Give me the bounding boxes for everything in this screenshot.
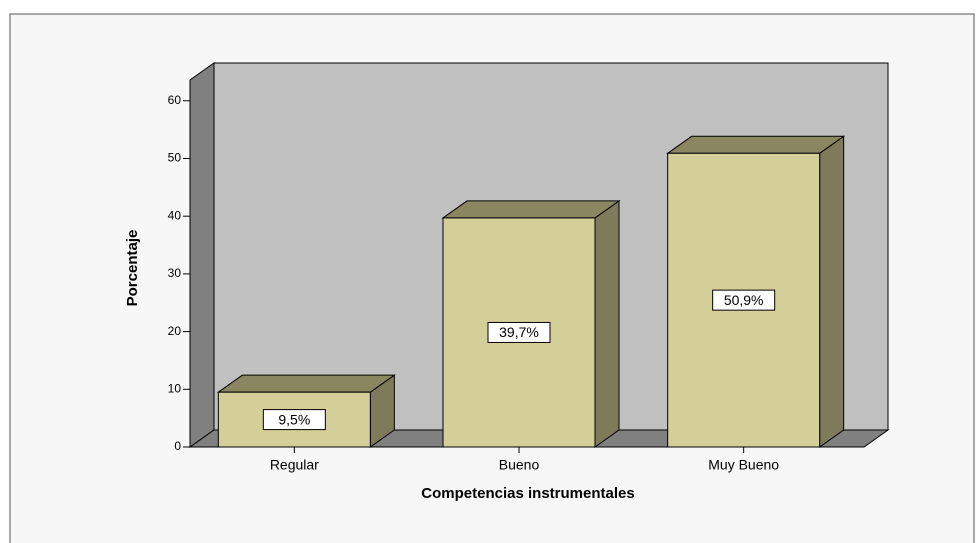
y-tick-label: 50 [168,151,182,165]
y-tick-label: 10 [168,381,182,395]
y-axis-title: Porcentaje [124,230,141,307]
x-axis-title: Competencias instrumentales [421,485,634,502]
value-label-box [712,289,776,311]
value-label: 39,7% [499,324,539,340]
left-wall [189,62,215,448]
bar-top [441,200,621,219]
value-label: 9,5% [278,411,310,427]
bar-side [594,199,620,448]
value-label-box [487,321,551,343]
value-label: 50,9% [724,292,764,308]
x-tick-label: Muy Bueno [708,457,779,473]
bar-top [666,135,846,154]
bar-top [216,374,396,393]
x-tick-label: Bueno [499,457,540,473]
x-tick-label: Regular [270,457,319,473]
y-tick-label: 40 [168,208,182,222]
value-label-box [262,409,326,431]
y-tick-label: 20 [168,324,182,338]
y-tick-label: 30 [168,266,182,280]
bar-side [819,135,845,448]
y-tick-label: 60 [168,93,182,107]
y-tick-label: 0 [174,439,181,453]
